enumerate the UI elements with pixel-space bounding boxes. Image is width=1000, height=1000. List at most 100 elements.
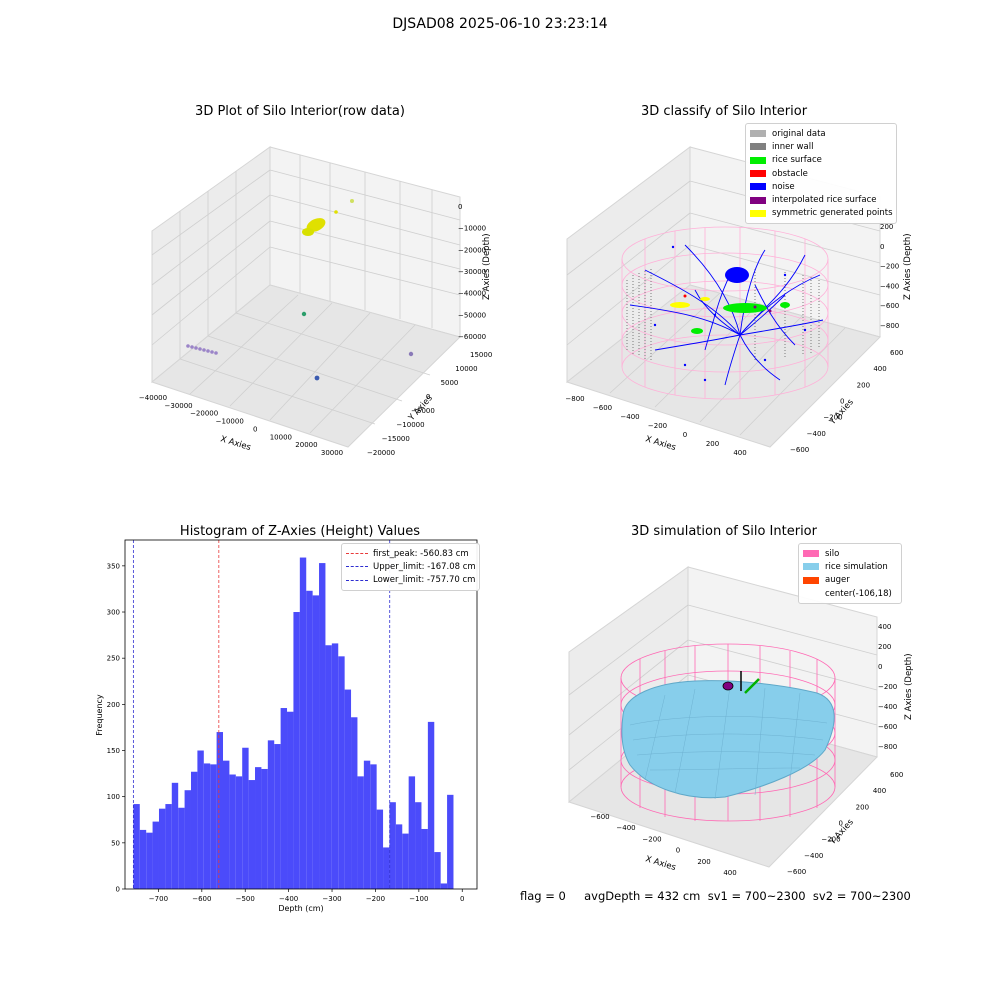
histogram-bar: [280, 708, 288, 889]
histogram-x-ticks: −700 −600 −500 −400 −300 −200 −100 0: [149, 889, 464, 903]
histogram-chart: −700 −600 −500 −400 −300 −200 −100 0 0 50 100 150 2…: [95, 539, 478, 913]
legend-entry: obstacle: [750, 167, 892, 180]
histogram-bar: [383, 847, 390, 889]
plot4-zlabel: Z Axies (Depth): [904, 653, 914, 720]
plot2-rice-surface: [691, 302, 790, 334]
legend-label: inner wall: [772, 141, 814, 152]
plot1-zlabel: Z Axies (Depth): [482, 233, 492, 300]
tick-label: −800: [565, 395, 584, 403]
plot1-point: [314, 375, 320, 381]
histogram-bar: [408, 776, 416, 889]
tick-label: 0: [840, 398, 844, 406]
x-tick-label: −400: [279, 895, 298, 903]
histogram-bar: [357, 776, 364, 889]
histogram-bar: [248, 780, 256, 889]
histogram-bar: [376, 809, 384, 889]
x-tick-label: −500: [236, 895, 255, 903]
plot1-title: 3D Plot of Silo Interior(row data): [195, 104, 405, 119]
plot4-title: 3D simulation of Silo Interior: [631, 524, 817, 539]
tick-label: 30000: [321, 449, 343, 457]
histogram-bar: [370, 764, 377, 889]
tick-label: 5000: [441, 379, 459, 387]
histogram-bar: [152, 821, 159, 889]
tick-label: −600: [787, 868, 806, 876]
histogram-bar: [235, 776, 243, 889]
histogram-ylabel: Frequency: [95, 694, 104, 736]
plot1-point: [350, 199, 354, 203]
tick-label: 600: [890, 349, 903, 357]
histogram-bar: [421, 828, 428, 889]
legend-label: Upper_limit: -167.08 cm: [373, 561, 476, 572]
x-tick-label: −700: [149, 895, 168, 903]
y-tick-label: 100: [107, 793, 120, 801]
tick-label: −30000: [458, 268, 486, 276]
tick-label: −200: [880, 263, 899, 271]
legend-label: noise: [772, 181, 795, 192]
legend-label: center(-106,18): [825, 588, 892, 599]
y-tick-label: 0: [116, 886, 120, 894]
tick-label: 0: [878, 663, 882, 671]
legend-entry: original data: [750, 127, 892, 140]
legend-entry: symmetric generated points: [750, 207, 893, 220]
tick-label: −400: [880, 282, 899, 290]
plot1-purple-row: [186, 344, 218, 355]
legend-line-sample: [346, 553, 368, 555]
tick-label: 0: [458, 203, 462, 211]
plot4-auger: [744, 678, 760, 694]
histogram-bar: [338, 656, 345, 889]
tick-label: 10000: [270, 433, 292, 441]
y-tick-label: 200: [107, 701, 120, 709]
plot2-silo-wire: [621, 226, 829, 400]
plot4-y-ticks: −600 −400 −200 0 200 400 600: [787, 771, 903, 876]
legend-label: obstacle: [772, 168, 808, 179]
legend-entry: first_peak: -560.83 cm: [346, 547, 475, 560]
histogram-bar: [158, 808, 166, 889]
tick-label: 600: [890, 771, 903, 779]
plot1-pane-floor: [150, 284, 461, 448]
legend-swatch: [750, 196, 766, 204]
plot4-legend: silo rice simulation auger center(-106,18): [798, 543, 902, 605]
x-tick-label: −600: [192, 895, 211, 903]
histogram-bar: [434, 852, 441, 889]
histogram-bars: [133, 557, 454, 889]
tick-label: 0: [676, 847, 680, 855]
legend-label: symmetric generated points: [772, 208, 893, 219]
histogram-bar: [293, 612, 300, 889]
histogram-bar: [171, 782, 179, 889]
histogram-bar: [312, 595, 320, 889]
histogram-bar: [274, 744, 281, 889]
histogram-reference-lines: [132, 540, 391, 889]
legend-line-sample: [346, 579, 368, 581]
legend-label: Lower_limit: -757.70 cm: [373, 575, 476, 586]
tick-label: −800: [880, 322, 899, 330]
histogram-bar: [261, 768, 268, 889]
tick-label: 0: [683, 431, 687, 439]
histogram-bar: [255, 767, 262, 889]
tick-label: 0: [253, 425, 257, 433]
plot1-axes: −40000−30000−20000−100000100002000030000…: [139, 146, 492, 457]
tick-label: −10000: [458, 225, 486, 233]
plot4-xlabel: X Axies: [644, 854, 677, 873]
plot4-axes: −600 −400 −200 0 200 400 −600 −400 −200 0 200 400 6…: [567, 566, 914, 877]
histogram-bar: [331, 643, 339, 889]
histogram-bar: [325, 645, 332, 889]
plot2-legend: original data inner wall rice surface obsta…: [745, 123, 897, 225]
histogram-bar: [351, 717, 358, 889]
tick-label: −20000: [458, 246, 486, 254]
tick-label: −200: [878, 683, 897, 691]
tick-label: 10000: [455, 365, 477, 373]
tick-label: −600: [590, 813, 609, 821]
plot4-surface-mesh: [629, 685, 828, 800]
histogram-frame: [124, 539, 478, 890]
tick-label: 400: [873, 787, 886, 795]
tick-label: 400: [873, 365, 886, 373]
plot2-inner-wall: [626, 269, 820, 361]
tick-label: −600: [880, 302, 899, 310]
plot1-point: [334, 210, 338, 214]
tick-label: −15000: [382, 435, 410, 443]
x-tick-label: −300: [322, 895, 341, 903]
tick-label: −20000: [367, 449, 395, 457]
legend-entry: rice surface: [750, 154, 892, 167]
y-tick-label: 250: [107, 655, 120, 663]
